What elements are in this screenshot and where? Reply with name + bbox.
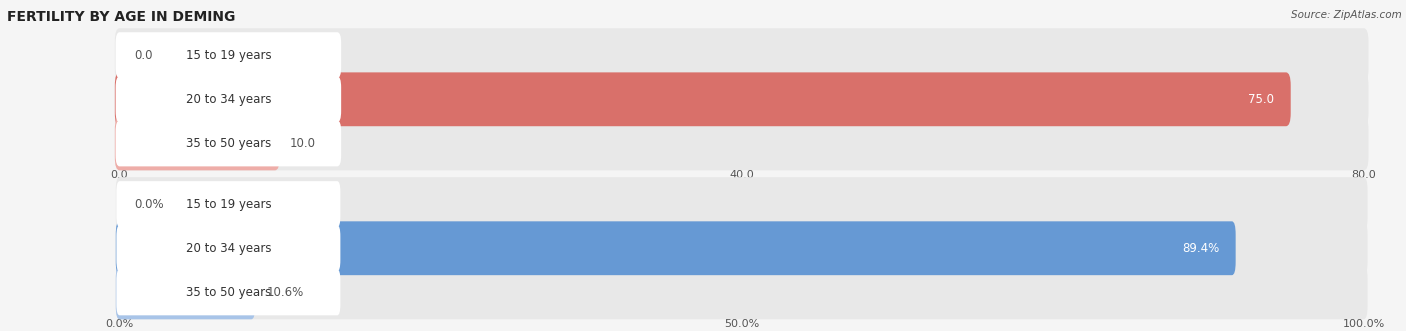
FancyBboxPatch shape (115, 32, 342, 78)
Text: 75.0: 75.0 (1247, 93, 1274, 106)
Text: 89.4%: 89.4% (1182, 242, 1219, 255)
FancyBboxPatch shape (115, 117, 280, 170)
Text: 0.0%: 0.0% (135, 198, 165, 211)
Text: 20 to 34 years: 20 to 34 years (186, 93, 271, 106)
Text: FERTILITY BY AGE IN DEMING: FERTILITY BY AGE IN DEMING (7, 10, 235, 24)
Text: 35 to 50 years: 35 to 50 years (186, 286, 271, 299)
FancyBboxPatch shape (115, 117, 1368, 170)
Text: 0.0: 0.0 (135, 49, 153, 62)
FancyBboxPatch shape (115, 221, 1236, 275)
FancyBboxPatch shape (115, 76, 342, 122)
Text: 35 to 50 years: 35 to 50 years (186, 137, 271, 150)
FancyBboxPatch shape (115, 265, 254, 319)
FancyBboxPatch shape (117, 225, 340, 271)
FancyBboxPatch shape (115, 72, 1291, 126)
FancyBboxPatch shape (115, 265, 1368, 319)
Text: Source: ZipAtlas.com: Source: ZipAtlas.com (1291, 10, 1402, 20)
FancyBboxPatch shape (115, 177, 1368, 231)
Text: 15 to 19 years: 15 to 19 years (186, 198, 271, 211)
FancyBboxPatch shape (115, 72, 1368, 126)
Text: 15 to 19 years: 15 to 19 years (186, 49, 271, 62)
FancyBboxPatch shape (117, 269, 340, 315)
Text: 10.6%: 10.6% (266, 286, 304, 299)
FancyBboxPatch shape (115, 120, 342, 166)
Text: 10.0: 10.0 (290, 137, 316, 150)
Text: 20 to 34 years: 20 to 34 years (186, 242, 271, 255)
FancyBboxPatch shape (117, 181, 340, 227)
FancyBboxPatch shape (115, 28, 1368, 82)
FancyBboxPatch shape (115, 221, 1368, 275)
